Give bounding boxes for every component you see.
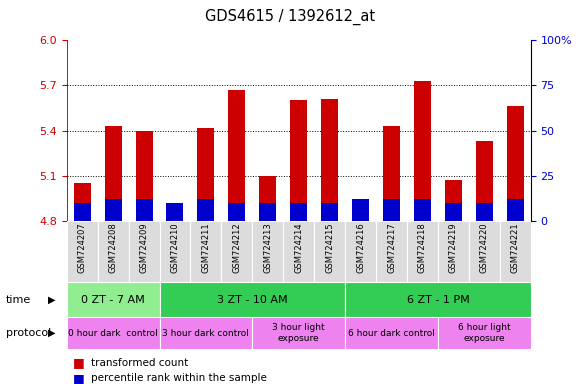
Bar [500,221,531,282]
Bar [67,282,160,317]
Bar [104,199,122,221]
Text: GSM724218: GSM724218 [418,223,427,273]
Bar [414,81,431,221]
Text: GSM724211: GSM724211 [201,223,211,273]
Text: transformed count: transformed count [91,358,188,368]
Bar [160,282,345,317]
Bar [136,199,153,221]
Bar [67,221,97,282]
Bar [74,203,90,221]
Bar [445,180,462,221]
Bar [476,141,493,221]
Bar [252,221,283,282]
Text: 3 hour light
exposure: 3 hour light exposure [273,323,325,343]
Bar [445,203,462,221]
Bar [345,282,531,317]
Bar [229,90,245,221]
Text: time: time [6,295,31,305]
Text: GSM724208: GSM724208 [108,223,118,273]
Text: GSM724212: GSM724212 [233,223,241,273]
Bar [507,199,524,221]
Text: protocol: protocol [6,328,51,338]
Text: 6 hour dark control: 6 hour dark control [348,329,435,338]
Bar [321,99,338,221]
Text: 3 hour dark control: 3 hour dark control [162,329,249,338]
Bar [166,210,183,221]
Text: ■: ■ [72,356,84,369]
Text: percentile rank within the sample: percentile rank within the sample [91,373,267,383]
Bar [67,317,160,349]
Text: ■: ■ [72,372,84,384]
Bar [283,221,314,282]
Text: 0 ZT - 7 AM: 0 ZT - 7 AM [81,295,145,305]
Bar [383,126,400,221]
Bar [197,127,215,221]
Text: GDS4615 / 1392612_at: GDS4615 / 1392612_at [205,9,375,25]
Bar [136,131,153,221]
Bar [407,221,438,282]
Bar [352,199,369,221]
Text: GSM724220: GSM724220 [480,223,489,273]
Bar [352,210,369,221]
Text: GSM724216: GSM724216 [356,223,365,273]
Bar [259,203,276,221]
Bar [104,126,122,221]
Text: 0 hour dark  control: 0 hour dark control [68,329,158,338]
Bar [74,183,90,221]
Text: GSM724221: GSM724221 [511,223,520,273]
Text: 6 hour light
exposure: 6 hour light exposure [458,323,510,343]
Bar [129,221,160,282]
Text: GSM724219: GSM724219 [449,223,458,273]
Bar [321,203,338,221]
Text: GSM724213: GSM724213 [263,223,272,273]
Bar [438,221,469,282]
Text: GSM724214: GSM724214 [294,223,303,273]
Bar [345,317,438,349]
Bar [507,106,524,221]
Text: GSM724217: GSM724217 [387,223,396,273]
Bar [97,221,129,282]
Bar [259,176,276,221]
Text: 3 ZT - 10 AM: 3 ZT - 10 AM [217,295,288,305]
Text: GSM724209: GSM724209 [140,223,148,273]
Text: GSM724207: GSM724207 [78,223,86,273]
Bar [314,221,345,282]
Bar [160,221,190,282]
Text: GSM724210: GSM724210 [171,223,179,273]
Bar [414,199,431,221]
Bar [160,317,252,349]
Text: GSM724215: GSM724215 [325,223,334,273]
Bar [190,221,222,282]
Bar [166,203,183,221]
Bar [376,221,407,282]
Bar [476,203,493,221]
Bar [345,221,376,282]
Text: ▶: ▶ [49,295,56,305]
Bar [383,199,400,221]
Bar [438,317,531,349]
Bar [222,221,252,282]
Bar [197,199,215,221]
Bar [252,317,345,349]
Bar [469,221,500,282]
Text: 6 ZT - 1 PM: 6 ZT - 1 PM [407,295,469,305]
Text: ▶: ▶ [49,328,56,338]
Bar [290,101,307,221]
Bar [229,203,245,221]
Bar [290,203,307,221]
